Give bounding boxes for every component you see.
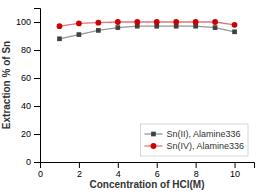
tick: 0 [38, 162, 43, 179]
tick-label: 60 [21, 73, 31, 83]
legend-swatch [151, 132, 156, 137]
tick-label: 6 [155, 169, 160, 179]
tick: 100 [16, 17, 40, 27]
point [232, 29, 237, 34]
tick-label: 40 [21, 101, 31, 111]
point [57, 23, 63, 29]
tick-mark [34, 50, 40, 51]
tick-label: 4 [116, 169, 121, 179]
legend-label: Sn(II), Alamine336 [166, 129, 240, 139]
plot: 0246810020406080100Sn(II), Alamine336Sn(… [16, 9, 255, 180]
tick: 10 [230, 162, 240, 179]
chart: 0246810020406080100Sn(II), Alamine336Sn(… [0, 0, 262, 192]
point [95, 20, 101, 26]
y-axis-title: Extraction % of Sn [1, 41, 12, 129]
legend-item: Sn(IV), Alamine336 [144, 141, 244, 151]
tick-mark [34, 134, 40, 135]
tick-mark [34, 106, 40, 107]
tick: 8 [194, 162, 199, 179]
point [96, 28, 101, 33]
axis-domain [41, 163, 255, 169]
tick-label: 2 [77, 169, 82, 179]
tick-mark [34, 22, 40, 23]
y-axis: 0 20 40 60 80 100 [16, 9, 41, 168]
point [115, 25, 120, 30]
point [193, 19, 199, 25]
tick-label: 80 [21, 45, 31, 55]
tick-mark [34, 78, 40, 79]
legend-item: Sn(II), Alamine336 [144, 129, 240, 139]
point [154, 19, 160, 25]
point [134, 19, 140, 25]
marks [57, 19, 238, 41]
x-axis-title: Concentration of HCl(M) [90, 179, 205, 190]
tick: 80 [21, 45, 40, 55]
tick: 6 [155, 162, 160, 179]
legend-swatch [151, 143, 157, 149]
point [77, 32, 82, 37]
point [212, 19, 218, 25]
series [57, 24, 237, 41]
legend: Sn(II), Alamine336 Sn(IV), Alamine336 [140, 124, 248, 156]
tick-label: 8 [194, 169, 199, 179]
tick: 60 [21, 73, 40, 83]
tick-mark [235, 162, 236, 168]
point [76, 21, 82, 27]
tick-label: 20 [21, 129, 31, 139]
legend-box [140, 124, 248, 156]
axis-domain [34, 9, 41, 163]
point [232, 22, 238, 28]
tick-label: 10 [230, 169, 240, 179]
line [59, 22, 234, 26]
point [115, 19, 121, 25]
tick-mark [196, 162, 197, 168]
tick-label: 0 [26, 157, 31, 167]
point [57, 36, 62, 41]
series [57, 19, 238, 29]
tick: 0 [26, 157, 40, 167]
x-axis: 0 2 4 6 8 10 [38, 162, 255, 179]
tick: 2 [77, 162, 82, 179]
legend-label: Sn(IV), Alamine336 [166, 141, 244, 151]
point [173, 19, 179, 25]
tick: 40 [21, 101, 40, 111]
tick: 20 [21, 129, 40, 139]
tick: 4 [116, 162, 121, 179]
tick-mark [34, 162, 40, 163]
tick-label: 0 [38, 169, 43, 179]
point [213, 25, 218, 30]
line [59, 26, 234, 39]
tick-mark [79, 162, 80, 168]
tick-mark [118, 162, 119, 168]
tick-mark [157, 162, 158, 168]
tick-label: 100 [16, 17, 31, 27]
